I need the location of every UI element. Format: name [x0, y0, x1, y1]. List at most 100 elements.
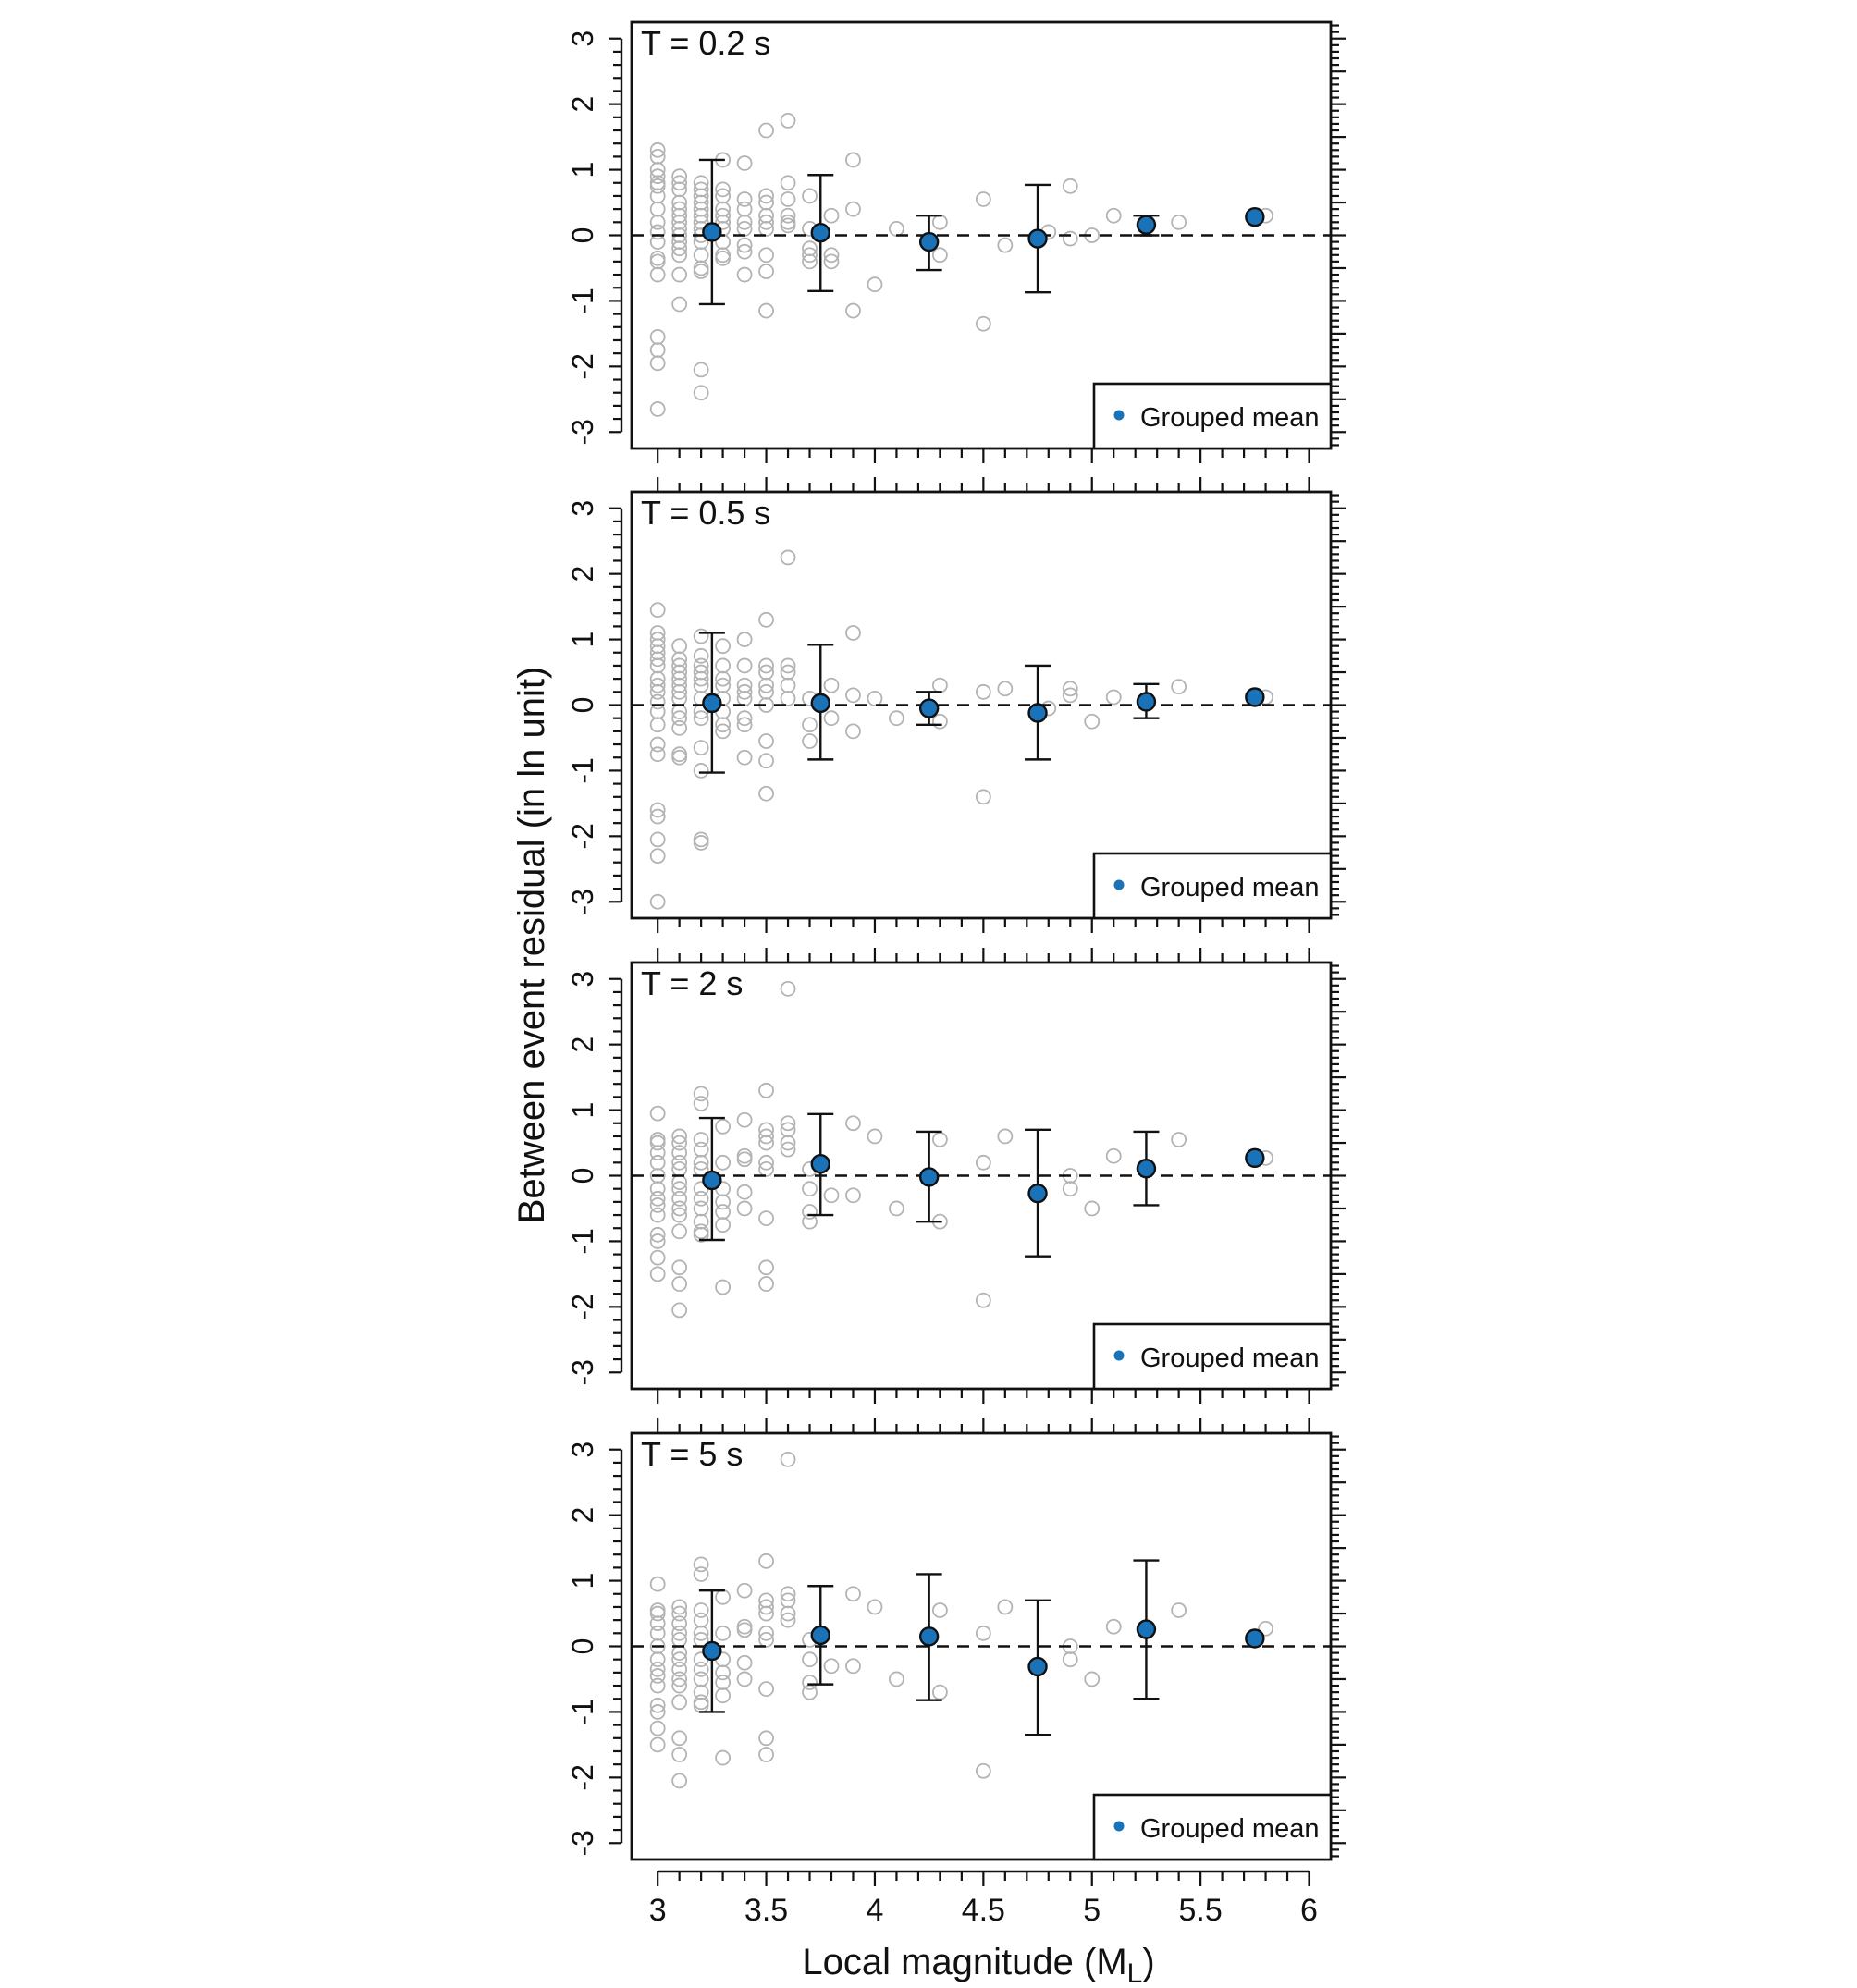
- raw-residual-point: [758, 1210, 774, 1226]
- y-tick-label: 0: [566, 1168, 599, 1184]
- legend-marker: [1113, 410, 1125, 421]
- raw-residual-point: [780, 1586, 796, 1602]
- y-tick-label: -1: [566, 1228, 599, 1254]
- y-tick-label: -3: [566, 1830, 599, 1856]
- raw-residual-point: [736, 632, 753, 647]
- raw-residual-point: [997, 1599, 1014, 1615]
- legend-box: [1092, 1793, 1333, 1861]
- raw-residual-point: [693, 362, 709, 378]
- grouped-mean-point: [1245, 1147, 1265, 1169]
- raw-residual-point: [997, 681, 1014, 697]
- raw-residual-point: [693, 1661, 709, 1677]
- raw-residual-point: [649, 1105, 666, 1122]
- raw-residual-point: [649, 736, 666, 753]
- raw-residual-point: [758, 611, 774, 628]
- raw-residual-point: [693, 740, 709, 755]
- raw-residual-point: [736, 1184, 753, 1200]
- raw-residual-point: [975, 1762, 991, 1779]
- raw-residual-point: [649, 1720, 666, 1736]
- raw-residual-point: [693, 1141, 709, 1158]
- raw-residual-point: [802, 733, 818, 749]
- raw-residual-point: [1171, 679, 1187, 695]
- raw-residual-point: [867, 691, 883, 706]
- raw-residual-point: [845, 687, 861, 704]
- raw-residual-point: [715, 181, 732, 198]
- raw-residual-point: [693, 628, 709, 644]
- y-tick-label: -2: [566, 1764, 599, 1790]
- raw-residual-point: [780, 1115, 796, 1132]
- legend-box: [1092, 1322, 1333, 1391]
- raw-residual-point: [780, 1612, 796, 1628]
- raw-residuals: [649, 112, 1273, 417]
- raw-residual-point: [649, 1704, 666, 1720]
- raw-residual-point: [736, 237, 753, 253]
- raw-residual-point: [802, 1651, 818, 1668]
- raw-residual-point: [758, 733, 774, 749]
- raw-residual-point: [649, 250, 666, 266]
- x-axis-title-main: Local magnitude (M: [802, 1942, 1126, 1982]
- raw-residual-point: [1171, 1132, 1187, 1147]
- raw-residual-point: [758, 1605, 774, 1622]
- raw-residual-point: [758, 1259, 774, 1276]
- legend-box: [1092, 852, 1333, 920]
- raw-residual-point: [649, 1266, 666, 1282]
- legend-label: Grouped mean: [1140, 873, 1319, 902]
- raw-residual-point: [671, 746, 688, 763]
- raw-residual-point: [649, 178, 666, 194]
- raw-residual-point: [975, 191, 991, 207]
- raw-residual-point: [931, 214, 948, 230]
- raw-residual-point: [649, 234, 666, 250]
- raw-residual-point: [845, 723, 861, 740]
- raw-residual-point: [693, 1694, 709, 1711]
- raw-residuals: [649, 980, 1273, 1319]
- panel-1: -3 -2 -1 0 1 2 3 T = 0.2 s Grouped mean: [566, 20, 1346, 463]
- y-tick-label: -3: [566, 1359, 599, 1385]
- y-tick-label: 0: [566, 227, 599, 244]
- raw-residual-point: [931, 1602, 948, 1618]
- grouped-mean-point: [1136, 692, 1157, 712]
- raw-residual-point: [758, 214, 774, 230]
- raw-residual-point: [758, 1082, 774, 1098]
- raw-residual-point: [649, 1145, 666, 1161]
- raw-residual-point: [823, 710, 840, 727]
- raw-residual-point: [802, 253, 818, 270]
- raw-residual-point: [671, 1259, 688, 1276]
- raw-residual-point: [649, 808, 666, 825]
- x-tick-label: 5: [1083, 1893, 1101, 1928]
- grouped-means: [698, 158, 1265, 306]
- raw-residual-point: [780, 549, 796, 566]
- raw-residual-point: [758, 1730, 774, 1747]
- raw-residual-point: [715, 638, 732, 655]
- raw-residual-point: [736, 201, 753, 217]
- raw-residual-point: [649, 253, 666, 270]
- y-tick-label: 3: [566, 1442, 599, 1458]
- grouped-mean-point: [702, 693, 722, 714]
- legend-box: [1092, 382, 1333, 450]
- x-tick-label: 3.5: [744, 1893, 788, 1928]
- panel-title: T = 2 s: [641, 964, 743, 1002]
- raw-residual-point: [736, 243, 753, 260]
- raw-residual-point: [649, 651, 666, 668]
- raw-residual-point: [649, 704, 666, 719]
- raw-residual-point: [715, 1687, 732, 1704]
- y-tick-label: 1: [566, 1573, 599, 1589]
- y-tick-label: -1: [566, 757, 599, 783]
- raw-residual-point: [671, 749, 688, 766]
- y-tick-label: -1: [566, 1699, 599, 1724]
- grouped-mean-point: [1245, 1628, 1265, 1649]
- raw-residual-point: [780, 207, 796, 224]
- raw-residual-point: [931, 247, 948, 264]
- raw-residual-point: [649, 1132, 666, 1147]
- raw-residual-point: [758, 1599, 774, 1615]
- panel-title: T = 0.5 s: [641, 494, 770, 532]
- raw-residual-point: [736, 1582, 753, 1599]
- raw-residual-point: [715, 1749, 732, 1766]
- raw-residual-point: [736, 1147, 753, 1164]
- raw-residual-point: [1084, 1671, 1101, 1687]
- raw-residual-point: [649, 1190, 666, 1207]
- raw-residual-point: [802, 247, 818, 264]
- raw-residual-point: [649, 1697, 666, 1713]
- raw-residual-point: [780, 112, 796, 129]
- raw-residual-point: [758, 1154, 774, 1171]
